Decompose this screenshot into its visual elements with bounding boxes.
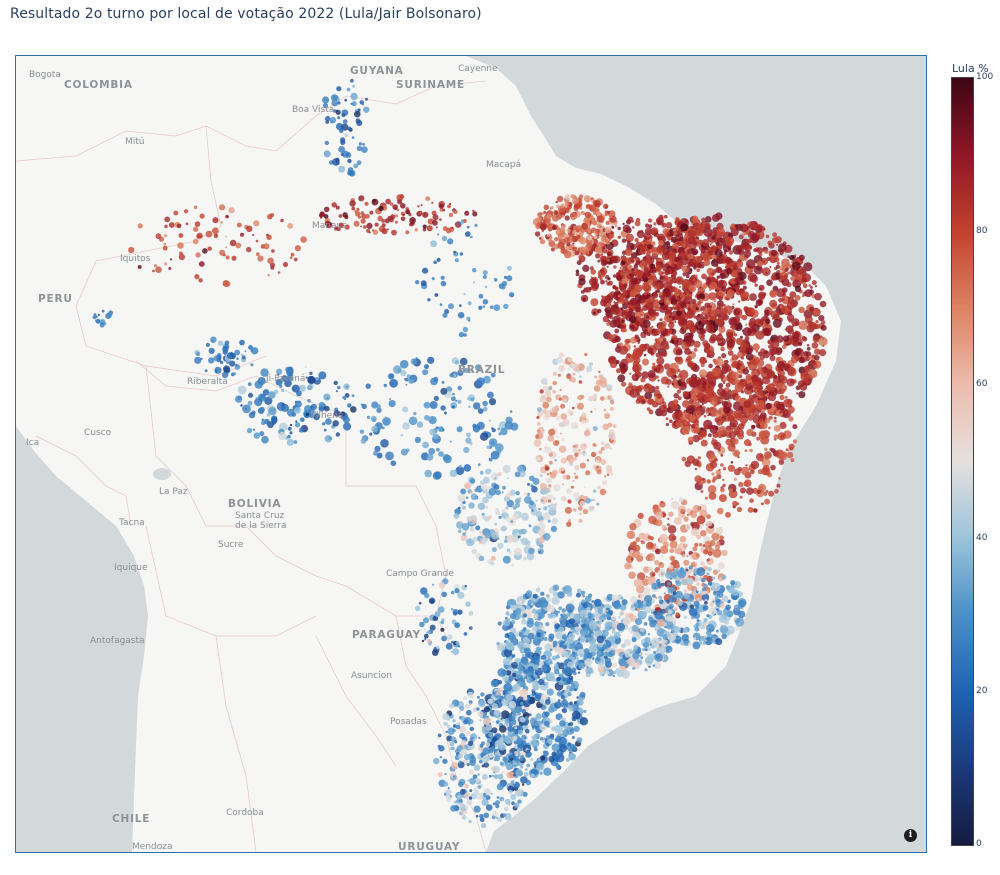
- label-tacna: Tacna: [118, 518, 145, 528]
- label-colombia: COLOMBIA: [64, 79, 133, 91]
- label-posadas: Posadas: [390, 717, 427, 727]
- label-manaus: Manaus: [312, 221, 347, 231]
- label-bogota: Bogota: [29, 70, 61, 80]
- label-brazil: BRAZIL: [458, 364, 505, 376]
- info-icon[interactable]: i: [904, 829, 917, 842]
- label-paraguay: PARAGUAY: [352, 629, 421, 641]
- label-campo-grande: Campo Grande: [386, 569, 454, 579]
- chart-title: Resultado 2o turno por local de votação …: [10, 6, 482, 22]
- label-ji-parana: Ji-Paraná: [265, 374, 305, 384]
- label-ica: Ica: [26, 438, 39, 448]
- label-uruguay: URUGUAY: [398, 841, 460, 852]
- label-mitu: Mitú: [125, 137, 145, 147]
- label-macapa: Macapá: [486, 160, 521, 170]
- label-vilhena: Vilhena: [310, 411, 343, 421]
- colorbar-tick-40: 40: [976, 533, 988, 543]
- map-labels: COLOMBIA GUYANA SURINAME PERU BRAZIL BOL…: [26, 64, 521, 852]
- label-cordoba: Cordoba: [226, 808, 264, 818]
- colorbar-tick-100: 100: [976, 72, 994, 82]
- pacific-ocean: [16, 426, 148, 852]
- label-chile: CHILE: [112, 813, 150, 825]
- label-la-paz: La Paz: [159, 487, 188, 497]
- colorbar-tick-60: 60: [976, 379, 988, 389]
- label-antofagasta: Antofagasta: [90, 636, 145, 646]
- label-suriname: SURINAME: [396, 79, 465, 91]
- lake-titicaca: [153, 468, 171, 480]
- polling-place-points: [92, 78, 828, 829]
- map-viewport[interactable]: COLOMBIA GUYANA SURINAME PERU BRAZIL BOL…: [15, 55, 927, 853]
- label-mendoza: Mendoza: [132, 842, 172, 852]
- label-cayenne: Cayenne: [458, 64, 498, 74]
- atlantic-ocean: [466, 56, 926, 852]
- map-canvas[interactable]: COLOMBIA GUYANA SURINAME PERU BRAZIL BOL…: [16, 56, 926, 852]
- label-asuncion: Asuncion: [351, 671, 392, 681]
- colorbar-tick-0: 0: [976, 839, 982, 849]
- label-iquique: Iquique: [114, 563, 148, 573]
- colorbar-title: Lula %: [952, 62, 989, 75]
- colorbar-tick-20: 20: [976, 686, 988, 696]
- label-cusco: Cusco: [84, 428, 112, 438]
- label-riberalta: Riberalta: [187, 377, 228, 387]
- label-sucre: Sucre: [218, 540, 244, 550]
- colorbar-gradient: [951, 77, 974, 846]
- label-boa-vista: Boa Vista: [292, 105, 334, 115]
- label-bolivia: BOLIVIA: [228, 498, 281, 510]
- label-guyana: GUYANA: [350, 65, 404, 77]
- label-peru: PERU: [38, 293, 73, 305]
- colorbar-tick-80: 80: [976, 226, 988, 236]
- label-santa-cruz: Santa Cruz de la Sierra: [235, 511, 287, 531]
- label-iquitos: Iquitos: [120, 254, 151, 264]
